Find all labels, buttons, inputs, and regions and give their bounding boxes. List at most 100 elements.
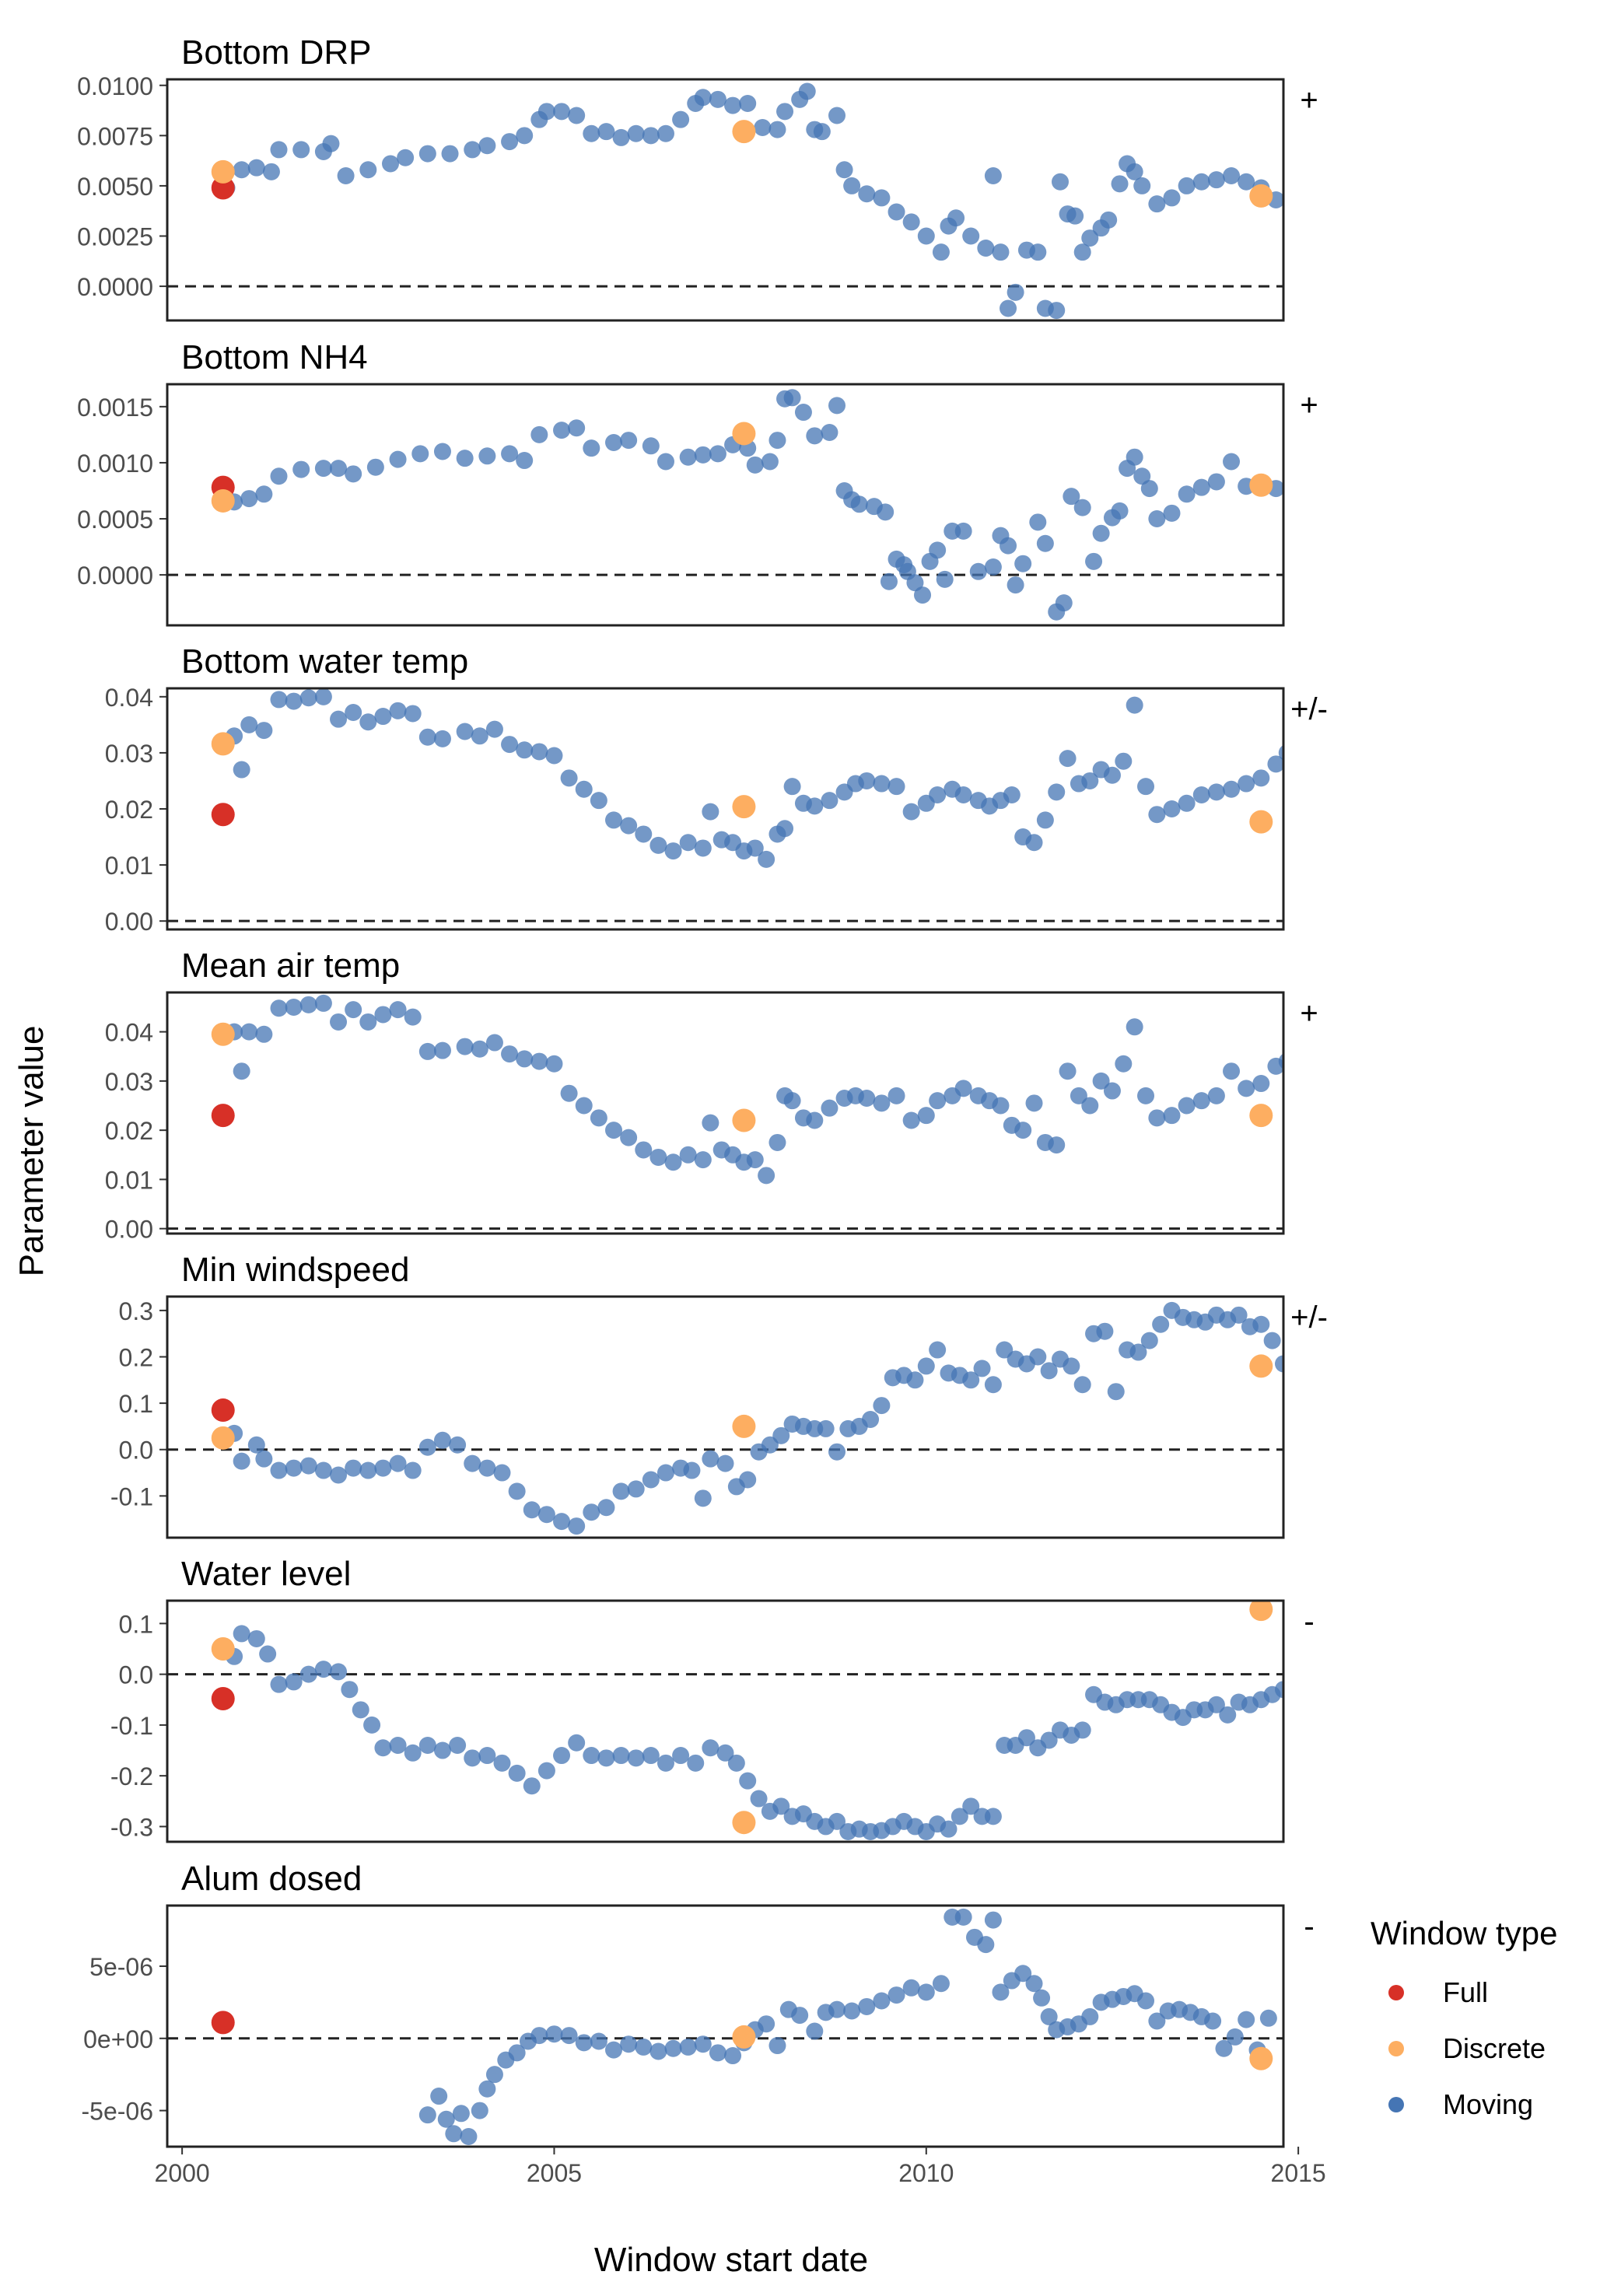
discrete-point: [1249, 2046, 1273, 2070]
y-tick-label: -5e-06: [82, 2098, 154, 2126]
moving-point: [404, 1008, 422, 1026]
moving-point: [1137, 778, 1155, 796]
legend-label: Moving: [1443, 2088, 1533, 2120]
moving-point: [1259, 2009, 1277, 2027]
moving-point: [560, 1084, 578, 1102]
moving-point: [374, 1459, 392, 1477]
moving-point: [888, 1087, 905, 1104]
moving-point: [1025, 1975, 1043, 1993]
moving-point: [727, 1754, 745, 1772]
moving-point: [553, 1747, 571, 1765]
y-tick-label: 0.01: [105, 852, 153, 880]
moving-point: [1017, 1729, 1035, 1747]
discrete-point: [732, 795, 756, 819]
moving-point: [843, 2002, 861, 2020]
moving-point: [1103, 766, 1121, 784]
full-point: [211, 1104, 235, 1128]
moving-point: [330, 460, 348, 478]
moving-point: [330, 710, 348, 728]
points-layer: [211, 1601, 1283, 1840]
moving-point: [962, 1371, 980, 1389]
x-axis-label: Window start date: [594, 2241, 868, 2279]
moving-point: [445, 2125, 463, 2143]
moving-point: [612, 1747, 630, 1765]
moving-point: [1238, 173, 1255, 191]
moving-point: [739, 1772, 757, 1790]
moving-point: [940, 1820, 958, 1838]
moving-point: [1059, 750, 1077, 768]
discrete-point: [211, 488, 235, 513]
moving-point: [255, 485, 273, 503]
moving-point: [1081, 2007, 1099, 2025]
moving-point: [404, 705, 422, 723]
x-tick-label: 2000: [155, 2159, 210, 2187]
moving-point: [583, 1503, 600, 1521]
moving-point: [642, 1471, 660, 1489]
moving-point: [516, 127, 534, 145]
y-tick-label: -0.1: [110, 1712, 153, 1740]
moving-point: [627, 1749, 645, 1767]
moving-point: [1207, 1087, 1225, 1104]
moving-point: [493, 1464, 511, 1482]
moving-point: [1066, 207, 1084, 225]
moving-point: [1081, 1097, 1099, 1115]
moving-point: [452, 2105, 470, 2123]
moving-point: [656, 1754, 674, 1772]
legend-key-full: [1388, 1985, 1404, 2000]
moving-point: [1282, 461, 1283, 471]
moving-point: [620, 2035, 638, 2053]
moving-point: [821, 792, 839, 810]
moving-point: [1286, 1357, 1303, 1374]
moving-point: [1297, 1374, 1315, 1391]
moving-point: [635, 1141, 653, 1159]
y-tick-label: 0.1: [119, 1390, 153, 1418]
moving-point: [568, 1517, 586, 1535]
moving-point: [568, 419, 586, 437]
moving-point: [255, 1450, 273, 1468]
moving-point: [1192, 478, 1210, 496]
panel-4: Mean air temp +0.00 0.01 0.02 0.03 0.04: [105, 947, 1318, 1244]
y-tick-label: 0.2: [119, 1344, 153, 1372]
moving-point: [583, 124, 600, 142]
moving-point: [374, 708, 392, 726]
moving-point: [709, 90, 726, 108]
moving-point: [724, 96, 742, 114]
moving-point: [1137, 1087, 1155, 1104]
moving-point: [620, 1129, 638, 1146]
moving-point: [828, 397, 846, 415]
moving-point: [285, 998, 303, 1016]
moving-point: [992, 243, 1010, 261]
moving-point: [1152, 1315, 1170, 1333]
moving-point: [858, 185, 876, 203]
moving-point: [418, 1438, 436, 1456]
moving-point: [1301, 1062, 1318, 1080]
moving-point: [314, 994, 332, 1012]
moving-point: [1252, 1075, 1270, 1093]
moving-point: [456, 1038, 474, 1055]
moving-point: [449, 1737, 467, 1754]
moving-point: [404, 1461, 422, 1479]
moving-point: [597, 1749, 615, 1767]
moving-point: [605, 2041, 622, 2059]
moving-point: [411, 445, 429, 463]
moving-point: [537, 1762, 555, 1780]
moving-point: [821, 424, 839, 441]
moving-point: [1148, 1109, 1166, 1127]
moving-point: [768, 1133, 786, 1151]
moving-point: [683, 1461, 701, 1479]
y-tick-label: -0.1: [110, 1482, 153, 1510]
moving-point: [341, 1681, 359, 1699]
moving-point: [843, 177, 861, 194]
moving-point: [1115, 752, 1133, 770]
moving-point: [1055, 594, 1073, 612]
panel-title: Bottom water temp: [181, 642, 468, 681]
moving-point: [798, 82, 816, 100]
discrete-point: [1249, 473, 1273, 497]
moving-point: [1036, 534, 1054, 552]
moving-point: [1215, 2039, 1233, 2057]
moving-point: [560, 2027, 578, 2045]
moving-point: [620, 817, 638, 835]
moving-point: [270, 1461, 288, 1479]
moving-point: [1040, 1731, 1058, 1749]
moving-point: [1048, 783, 1066, 801]
